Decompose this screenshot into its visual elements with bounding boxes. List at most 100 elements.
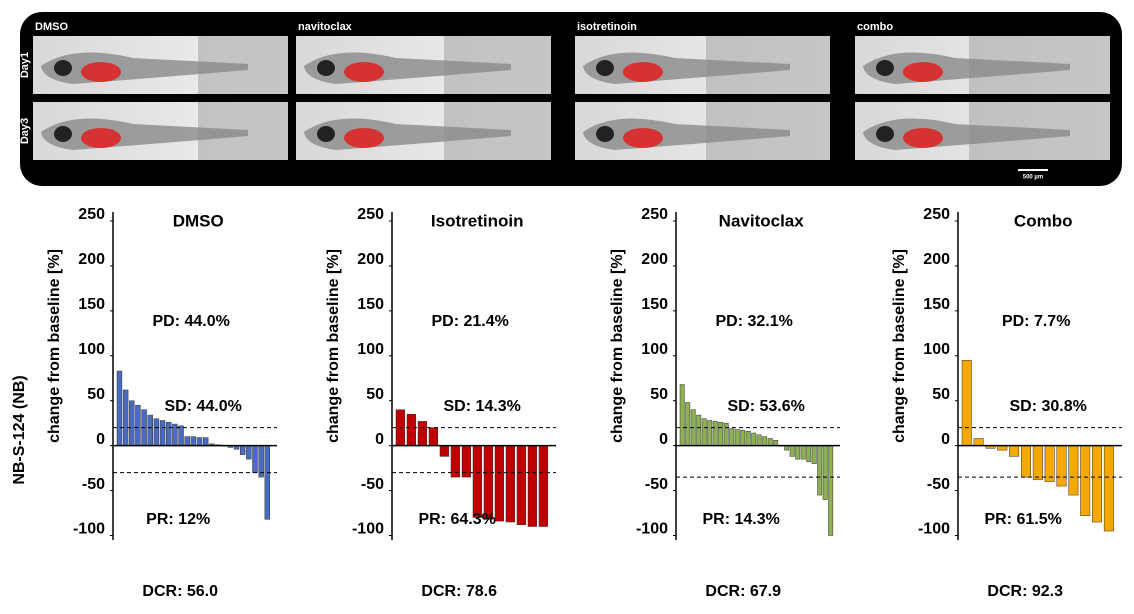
annotation: DCR: 92.3 — [987, 583, 1063, 600]
fish-tumor — [903, 62, 943, 82]
annotation: PR: 12% — [146, 511, 210, 528]
bar — [428, 427, 439, 446]
fish-tumor — [344, 62, 384, 82]
bar — [712, 421, 718, 446]
bar — [1032, 445, 1043, 481]
annotation: SD: 30.8% — [1010, 398, 1087, 415]
bar — [472, 445, 483, 518]
y-tick-label: 200 — [923, 251, 950, 268]
bar — [166, 422, 172, 446]
y-tick-label: 150 — [357, 296, 384, 313]
y-tick-label: 50 — [87, 386, 105, 403]
column-label: isotretinoin — [577, 21, 637, 33]
bar — [822, 445, 828, 500]
bar — [718, 422, 724, 446]
bar — [1044, 445, 1055, 482]
scale-bar-label: 500 µm — [1023, 175, 1043, 181]
bar — [707, 420, 713, 446]
fish-eye — [596, 126, 614, 142]
bar — [767, 438, 773, 446]
fish-eye — [596, 60, 614, 76]
y-tick-label: -100 — [352, 521, 384, 538]
bar — [701, 418, 707, 446]
fish-tumor — [903, 128, 943, 148]
y-tick-label: 250 — [357, 206, 384, 223]
row-day-label: Day3 — [19, 118, 31, 144]
y-tick-label: -50 — [361, 476, 384, 493]
bar — [740, 430, 746, 446]
fish-eye — [54, 60, 72, 76]
annotation: PR: 14.3% — [703, 511, 780, 528]
bar — [685, 402, 691, 446]
bar — [1103, 445, 1114, 532]
bar — [494, 445, 505, 522]
bar — [762, 436, 768, 446]
y-tick-label: 100 — [357, 341, 384, 358]
bar — [202, 437, 209, 446]
bar — [961, 360, 972, 446]
bar — [973, 438, 984, 446]
bar — [1056, 445, 1067, 487]
y-tick-label: 250 — [641, 206, 668, 223]
bar — [745, 431, 751, 446]
bar — [483, 445, 494, 520]
y-tick-label: -100 — [636, 521, 668, 538]
bar — [679, 384, 685, 446]
bar — [264, 445, 271, 520]
bar — [153, 418, 160, 446]
bar — [800, 445, 806, 460]
row-day-label: Day1 — [19, 52, 31, 78]
bar — [190, 436, 197, 446]
bar — [129, 400, 135, 446]
bar — [756, 434, 762, 446]
y-axis-label: change from baseline [%] — [46, 249, 63, 443]
fish-eye — [317, 126, 335, 142]
y-tick-label: -50 — [82, 476, 105, 493]
bar — [696, 414, 702, 446]
annotation: PD: 32.1% — [716, 313, 793, 330]
y-axis-label: change from baseline [%] — [609, 249, 626, 443]
y-tick-label: 100 — [923, 341, 950, 358]
image-panel — [20, 12, 1122, 186]
y-tick-label: 150 — [923, 296, 950, 313]
chart-title: Combo — [1014, 211, 1073, 230]
bar — [184, 436, 190, 446]
bar — [817, 445, 823, 496]
bar — [147, 414, 153, 446]
bar — [1092, 445, 1103, 523]
bar — [1020, 445, 1031, 478]
y-tick-label: 50 — [932, 386, 950, 403]
column-label: combo — [857, 21, 893, 33]
chart-title: DMSO — [173, 211, 224, 230]
y-tick-label: 100 — [78, 341, 105, 358]
annotation: PD: 44.0% — [153, 313, 230, 330]
bar — [538, 445, 549, 527]
bar — [417, 421, 428, 446]
annotation: PD: 7.7% — [1002, 313, 1070, 330]
bar — [734, 429, 740, 446]
bar — [729, 428, 735, 446]
y-tick-label: 0 — [375, 431, 384, 448]
y-tick-label: 0 — [659, 431, 668, 448]
fish-tumor — [623, 128, 663, 148]
annotation: PD: 21.4% — [432, 313, 509, 330]
bar — [159, 420, 166, 446]
annotation: SD: 14.3% — [444, 398, 521, 415]
bar — [116, 370, 123, 446]
fish-tumor — [81, 62, 121, 82]
y-tick-label: 200 — [641, 251, 668, 268]
annotation: SD: 44.0% — [165, 398, 242, 415]
y-tick-label: 0 — [941, 431, 950, 448]
bar — [516, 445, 527, 525]
bar — [723, 422, 729, 446]
bar — [527, 445, 538, 527]
annotation: SD: 53.6% — [728, 398, 805, 415]
y-tick-label: 50 — [366, 386, 384, 403]
y-tick-label: 150 — [641, 296, 668, 313]
y-tick-label: 0 — [96, 431, 105, 448]
annotation: DCR: 67.9 — [705, 583, 781, 600]
y-tick-label: 250 — [78, 206, 105, 223]
column-label: DMSO — [35, 21, 68, 33]
row-label: NB-S-124 (NB) — [11, 375, 28, 484]
chart-title: Navitoclax — [719, 211, 805, 230]
